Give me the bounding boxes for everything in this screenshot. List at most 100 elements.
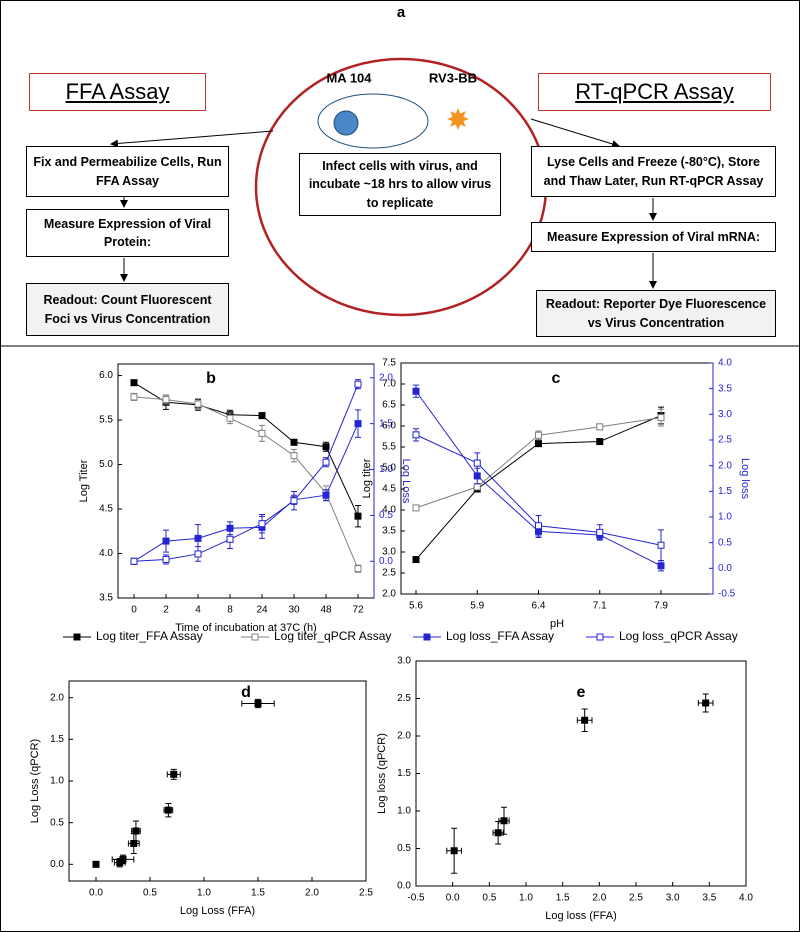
arrow: [530, 118, 620, 148]
legend-marker: [73, 633, 81, 641]
marker: [657, 414, 665, 422]
marker: [164, 806, 172, 814]
y2-axis-label: Log loss: [739, 458, 751, 499]
y-tick-label: 0.0: [718, 563, 732, 574]
marker: [194, 550, 202, 558]
legend-marker: [423, 633, 431, 641]
y-axis-label: Log Titer: [78, 459, 90, 502]
x-tick-label: 4: [195, 605, 201, 616]
y-tick-label: 7.0: [382, 379, 396, 390]
marker: [92, 860, 100, 868]
legend-label: Log loss_FFA Assay: [446, 629, 554, 643]
y-tick-label: 0.0: [50, 859, 64, 870]
marker: [258, 412, 266, 420]
x-tick-label: 0.0: [89, 888, 103, 899]
x-tick-label: 2.5: [359, 888, 373, 899]
y-tick-label: 0.5: [379, 510, 393, 521]
marker: [702, 699, 710, 707]
y-tick-label: 0.5: [50, 817, 64, 828]
y-tick-label: 1.0: [718, 512, 732, 523]
marker: [194, 400, 202, 408]
x-tick-label: 6.4: [532, 601, 546, 612]
plot-frame: [400, 362, 714, 595]
virus-icon: [447, 108, 469, 130]
y-tick-label: 2.5: [397, 693, 411, 704]
marker: [354, 420, 362, 428]
y-tick-label: 7.5: [382, 358, 396, 369]
plot-frame: [68, 680, 367, 882]
y-tick-label: 1.0: [50, 776, 64, 787]
y-tick-label: 1.0: [397, 806, 411, 817]
marker: [354, 565, 362, 573]
marker: [162, 396, 170, 404]
marker: [412, 387, 420, 395]
x-tick-label: 8: [227, 605, 233, 616]
y-tick-label: 2.0: [718, 460, 732, 471]
y-tick-label: 1.5: [397, 768, 411, 779]
y-tick-label: 4.5: [99, 504, 113, 515]
y-tick-label: 3.5: [99, 593, 113, 604]
marker: [596, 438, 604, 446]
marker: [258, 429, 266, 437]
y-tick-label: 5.0: [382, 463, 396, 474]
y-tick-label: 4.0: [99, 548, 113, 559]
nucleus: [333, 110, 359, 136]
marker: [226, 535, 234, 543]
y-tick-label: 5.5: [382, 442, 396, 453]
y-tick-label: 4.5: [382, 484, 396, 495]
marker: [535, 431, 542, 439]
marker: [596, 423, 604, 431]
y-tick-label: 0.0: [379, 556, 393, 567]
y-tick-label: 2.0: [50, 692, 64, 703]
x-tick-label: 0.5: [143, 888, 157, 899]
marker: [412, 431, 420, 439]
y-tick-label: 6.5: [382, 400, 396, 411]
readout-box: Readout: Count Fluorescent Foci vs Virus…: [26, 283, 229, 336]
panel-label: b: [206, 370, 216, 387]
y-tick-label: 2.5: [382, 568, 396, 579]
x-tick-label: 2: [163, 605, 169, 616]
y-tick-label: 3.0: [382, 547, 396, 558]
marker: [657, 562, 665, 570]
x-tick-label: 7.9: [654, 601, 668, 612]
x-tick-label: 2.0: [592, 893, 606, 904]
series-line: [133, 423, 359, 562]
series-line: [415, 390, 662, 567]
marker: [322, 458, 330, 466]
y-tick-label: 5.5: [99, 415, 113, 426]
cell-label: MA 104: [326, 70, 372, 85]
y-tick-label: 1.5: [50, 734, 64, 745]
step-box: Lyse Cells and Freeze (-80°C), Store and…: [531, 146, 776, 197]
marker: [162, 537, 170, 545]
marker: [412, 504, 420, 512]
y-tick-label: 2.5: [718, 435, 732, 446]
assay-title: RT-qPCR Assay: [538, 73, 771, 111]
y2-axis-label: Log Loss: [400, 459, 412, 504]
x-tick-label: -0.5: [407, 893, 425, 904]
marker: [473, 483, 481, 491]
step-box: Measure Expression of Viral mRNA:: [531, 222, 776, 252]
legend-marker: [596, 633, 604, 641]
y-tick-label: 1.5: [379, 418, 393, 429]
center-step: Infect cells with virus, and incubate ~1…: [299, 153, 501, 216]
y-axis-label: Log loss (qPCR): [376, 733, 388, 814]
y-tick-label: 2.0: [379, 372, 393, 383]
x-tick-label: 5.6: [409, 601, 423, 612]
marker: [412, 556, 420, 564]
legend-label: Log loss_qPCR Assay: [619, 629, 738, 643]
y-tick-label: 6.0: [382, 421, 396, 432]
y-tick-label: 2.0: [382, 589, 396, 600]
y-tick-label: 5.0: [99, 459, 113, 470]
y-axis-label: Log Loss (qPCR): [29, 739, 41, 823]
x-tick-label: 1.5: [556, 893, 570, 904]
panel-label: e: [577, 684, 586, 701]
legend-label: Log titer_qPCR Assay: [274, 629, 391, 643]
y-tick-label: 0.0: [397, 881, 411, 892]
marker: [657, 541, 665, 549]
x-tick-label: 3.0: [666, 893, 680, 904]
x-tick-label: 24: [256, 605, 268, 616]
step-box: Fix and Permeabilize Cells, Run FFA Assa…: [26, 146, 229, 197]
y-tick-label: 3.5: [718, 383, 732, 394]
panel-label: d: [241, 684, 251, 701]
